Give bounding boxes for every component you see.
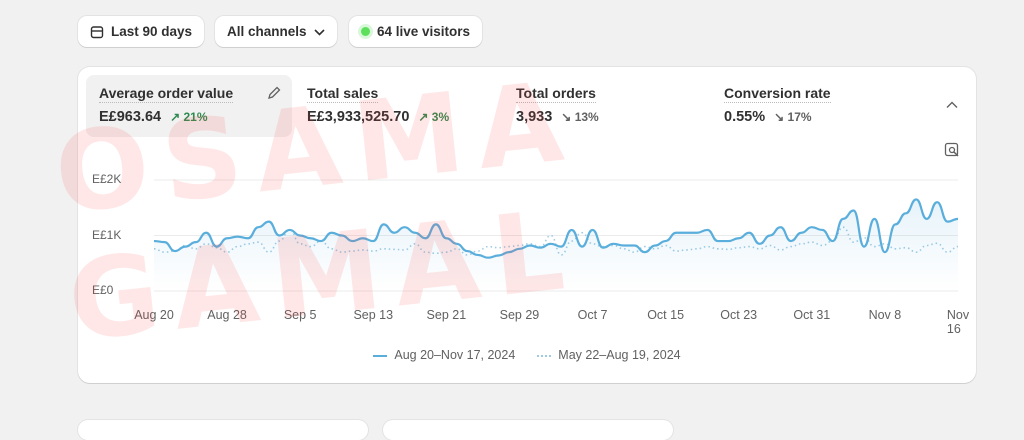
metric-total-sales[interactable]: Total sales E£3,933,525.70 ↗ 3% [294, 75, 494, 137]
line-chart [153, 179, 959, 292]
x-tick-label: Oct 31 [793, 308, 831, 322]
date-range-button[interactable]: Last 90 days [78, 16, 205, 47]
series-line-current [153, 198, 959, 259]
chart-legend: Aug 20–Nov 17, 2024 May 22–Aug 19, 2024 [78, 348, 976, 362]
collapse-chevron-icon[interactable] [946, 101, 958, 109]
y-tick-label: E£1K [92, 228, 122, 242]
metric-total-orders[interactable]: Total orders 3,933 ↘ 13% [503, 75, 703, 137]
metric-label: Total sales [307, 85, 379, 103]
live-dot-icon [361, 27, 370, 36]
y-tick-label: E£2K [92, 172, 122, 186]
x-tick-label: Aug 28 [207, 308, 247, 322]
metric-delta: ↘ 17% [774, 110, 812, 124]
metric-value: E£963.64 [99, 109, 162, 125]
calendar-icon [90, 25, 104, 38]
bottom-card [383, 420, 673, 440]
date-range-label: Last 90 days [111, 24, 193, 39]
metric-label: Total orders [516, 85, 596, 103]
channels-label: All channels [227, 24, 307, 39]
channels-dropdown[interactable]: All channels [215, 16, 337, 47]
metric-label: Average order value [99, 85, 234, 103]
x-tick-label: Sep 13 [353, 308, 394, 322]
metric-value: E£3,933,525.70 [307, 109, 410, 125]
legend-current[interactable]: Aug 20–Nov 17, 2024 [373, 348, 515, 362]
x-tick-label: Sep 21 [426, 308, 467, 322]
y-tick-label: E£0 [92, 283, 114, 297]
metric-delta: ↘ 13% [561, 110, 599, 124]
legend-previous[interactable]: May 22–Aug 19, 2024 [537, 348, 681, 362]
zoom-chart-icon[interactable] [944, 142, 960, 158]
chevron-down-icon [313, 28, 325, 36]
x-tick-label: Sep 5 [283, 308, 317, 322]
x-tick-label: Oct 23 [720, 308, 758, 322]
metric-value: 0.55% [724, 109, 766, 125]
x-tick-label: Oct 7 [577, 308, 608, 322]
metric-delta: ↗ 21% [170, 110, 208, 124]
x-tick-label: Sep 29 [499, 308, 540, 322]
metric-conversion-rate[interactable]: Conversion rate 0.55% ↘ 17% [711, 75, 911, 137]
live-visitors-label: 64 live visitors [377, 24, 471, 39]
x-tick-label: Nov 16 [946, 308, 970, 336]
metric-value: 3,933 [516, 109, 553, 125]
pencil-icon[interactable] [266, 85, 282, 101]
x-tick-label: Nov 8 [868, 308, 902, 322]
metric-label: Conversion rate [724, 85, 831, 103]
live-visitors-button[interactable]: 64 live visitors [349, 16, 483, 47]
x-tick-label: Oct 15 [647, 308, 685, 322]
x-tick-label: Aug 20 [134, 308, 174, 322]
analytics-card: Average order value E£963.64 ↗ 21% Total … [78, 67, 976, 383]
bottom-card [78, 420, 368, 440]
metric-average-order-value[interactable]: Average order value E£963.64 ↗ 21% [86, 75, 292, 137]
metric-delta: ↗ 3% [418, 110, 450, 124]
